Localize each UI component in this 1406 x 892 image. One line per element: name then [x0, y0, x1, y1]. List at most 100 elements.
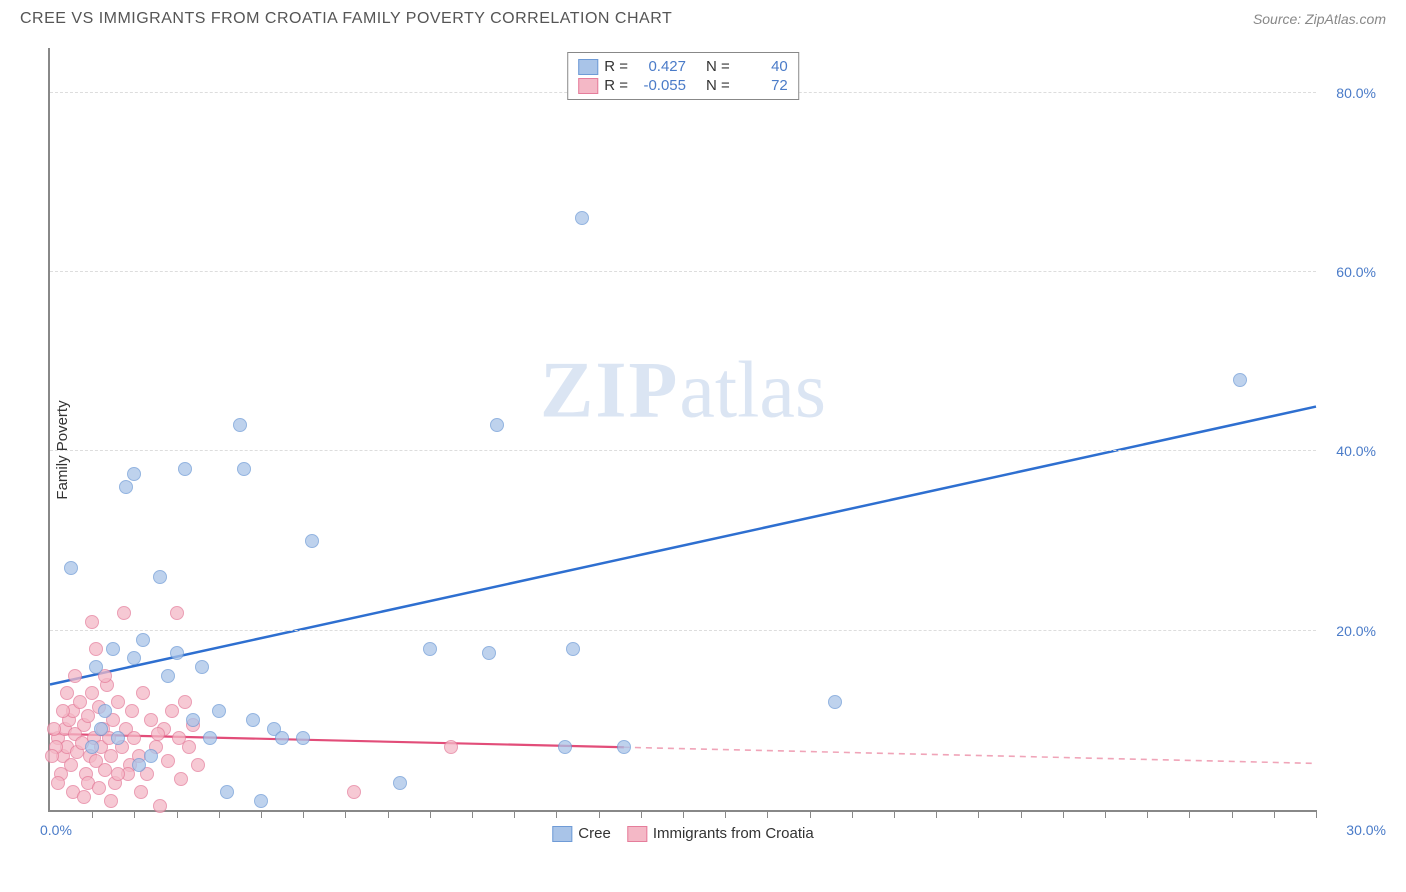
grid-line	[50, 630, 1316, 631]
chart-container: Family Poverty ZIPatlas R = 0.427 N = 40…	[48, 48, 1386, 852]
data-point-cree	[98, 704, 112, 718]
x-tick	[1274, 810, 1275, 818]
data-point-cree	[482, 646, 496, 660]
data-point-croatia	[136, 686, 150, 700]
x-tick	[472, 810, 473, 818]
data-point-cree	[254, 794, 268, 808]
x-tick	[894, 810, 895, 818]
y-tick-label: 60.0%	[1321, 264, 1376, 280]
data-point-croatia	[68, 669, 82, 683]
x-tick	[303, 810, 304, 818]
x-tick	[936, 810, 937, 818]
grid-line	[50, 450, 1316, 451]
data-point-croatia	[182, 740, 196, 754]
data-point-croatia	[89, 642, 103, 656]
data-point-cree	[423, 642, 437, 656]
data-point-cree	[305, 534, 319, 548]
x-tick	[852, 810, 853, 818]
data-point-cree	[237, 462, 251, 476]
data-point-cree	[558, 740, 572, 754]
legend-row-cree: R = 0.427 N = 40	[578, 57, 788, 76]
croatia-swatch-icon	[627, 826, 647, 842]
data-point-cree	[106, 642, 120, 656]
data-point-croatia	[151, 727, 165, 741]
data-point-croatia	[134, 785, 148, 799]
data-point-cree	[178, 462, 192, 476]
data-point-croatia	[45, 749, 59, 763]
x-tick	[1147, 810, 1148, 818]
x-tick	[1021, 810, 1022, 818]
data-point-cree	[161, 669, 175, 683]
x-tick	[810, 810, 811, 818]
x-tick	[514, 810, 515, 818]
data-point-croatia	[125, 704, 139, 718]
x-tick	[430, 810, 431, 818]
legend-item-cree: Cree	[552, 825, 611, 842]
x-tick	[556, 810, 557, 818]
data-point-croatia	[347, 785, 361, 799]
data-point-cree	[220, 785, 234, 799]
data-point-croatia	[444, 740, 458, 754]
data-point-cree	[144, 749, 158, 763]
grid-line	[50, 271, 1316, 272]
data-point-cree	[296, 731, 310, 745]
trend-line	[50, 407, 1316, 685]
cree-swatch-icon	[552, 826, 572, 842]
data-point-croatia	[170, 606, 184, 620]
data-point-croatia	[153, 799, 167, 813]
data-point-croatia	[104, 794, 118, 808]
data-point-cree	[575, 211, 589, 225]
x-tick	[345, 810, 346, 818]
x-tick	[1105, 810, 1106, 818]
x-tick	[134, 810, 135, 818]
data-point-croatia	[178, 695, 192, 709]
data-point-croatia	[111, 695, 125, 709]
plot-area: ZIPatlas R = 0.427 N = 40 R = -0.055 N =…	[48, 48, 1316, 812]
data-point-cree	[1233, 373, 1247, 387]
data-point-cree	[136, 633, 150, 647]
legend-label-cree: Cree	[578, 825, 611, 842]
x-tick	[388, 810, 389, 818]
croatia-n-value: 72	[736, 77, 788, 94]
cree-swatch-icon	[578, 59, 598, 75]
data-point-croatia	[56, 704, 70, 718]
x-tick	[219, 810, 220, 818]
data-point-cree	[246, 713, 260, 727]
x-tick	[767, 810, 768, 818]
y-tick-label: 40.0%	[1321, 443, 1376, 459]
data-point-cree	[85, 740, 99, 754]
x-tick	[1063, 810, 1064, 818]
x-max-label: 30.0%	[1346, 822, 1386, 838]
data-point-croatia	[60, 686, 74, 700]
legend-label-croatia: Immigrants from Croatia	[653, 825, 814, 842]
data-point-cree	[195, 660, 209, 674]
trend-line	[624, 747, 1316, 763]
x-tick	[641, 810, 642, 818]
cree-n-value: 40	[736, 58, 788, 75]
data-point-croatia	[77, 790, 91, 804]
n-label: N =	[706, 58, 730, 75]
data-point-croatia	[127, 731, 141, 745]
r-label: R =	[604, 58, 628, 75]
x-tick	[1189, 810, 1190, 818]
data-point-cree	[94, 722, 108, 736]
source-attribution: Source: ZipAtlas.com	[1253, 11, 1386, 27]
data-point-croatia	[191, 758, 205, 772]
data-point-cree	[64, 561, 78, 575]
data-point-croatia	[73, 695, 87, 709]
correlation-legend: R = 0.427 N = 40 R = -0.055 N = 72	[567, 52, 799, 100]
x-tick	[1316, 810, 1317, 818]
x-tick	[92, 810, 93, 818]
data-point-cree	[127, 467, 141, 481]
data-point-cree	[617, 740, 631, 754]
data-point-cree	[132, 758, 146, 772]
x-tick	[1232, 810, 1233, 818]
data-point-cree	[89, 660, 103, 674]
series-legend: Cree Immigrants from Croatia	[552, 825, 813, 842]
data-point-croatia	[111, 767, 125, 781]
data-point-croatia	[47, 722, 61, 736]
legend-row-croatia: R = -0.055 N = 72	[578, 76, 788, 95]
data-point-cree	[566, 642, 580, 656]
data-point-cree	[212, 704, 226, 718]
data-point-cree	[828, 695, 842, 709]
